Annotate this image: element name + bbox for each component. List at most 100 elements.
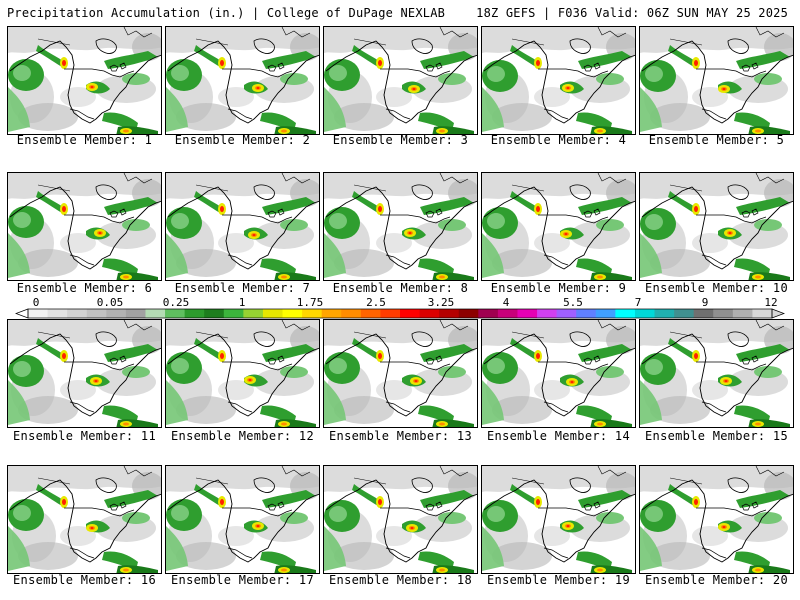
precip-map bbox=[482, 320, 635, 427]
ensemble-member-label: Ensemble Member: 13 bbox=[329, 429, 472, 443]
colorbar-swatch bbox=[47, 309, 68, 318]
colorbar-tick-label: 4 bbox=[503, 296, 510, 309]
ensemble-member-label: Ensemble Member: 11 bbox=[13, 429, 156, 443]
ensemble-panel bbox=[639, 319, 794, 428]
precip-map bbox=[324, 466, 477, 573]
ensemble-panel bbox=[323, 172, 478, 281]
colorbar-swatch bbox=[204, 309, 225, 318]
precip-map bbox=[8, 466, 161, 573]
colorbar-tick-label: 9 bbox=[702, 296, 709, 309]
ensemble-panel bbox=[481, 26, 636, 135]
precip-map bbox=[8, 320, 161, 427]
ensemble-member-label: Ensemble Member: 4 bbox=[490, 133, 627, 147]
colorbar-swatch bbox=[28, 309, 49, 318]
ensemble-member-label: Ensemble Member: 3 bbox=[332, 133, 469, 147]
ensemble-panel bbox=[165, 26, 320, 135]
colorbar-swatch bbox=[556, 309, 577, 318]
colorbar-swatch bbox=[674, 309, 695, 318]
colorbar-swatch bbox=[223, 309, 244, 318]
colorbar-swatch bbox=[321, 309, 342, 318]
precip-map bbox=[482, 466, 635, 573]
ensemble-panel bbox=[165, 465, 320, 574]
colorbar-swatch bbox=[752, 309, 773, 318]
precip-map bbox=[640, 27, 793, 134]
precip-map bbox=[324, 27, 477, 134]
ensemble-member-label: Ensemble Member: 14 bbox=[487, 429, 630, 443]
colorbar-swatch bbox=[282, 309, 303, 318]
colorbar-swatch bbox=[419, 309, 440, 318]
precip-map bbox=[166, 320, 319, 427]
colorbar-swatch bbox=[615, 309, 636, 318]
colorbar-swatch bbox=[184, 309, 205, 318]
colorbar-swatch bbox=[517, 309, 538, 318]
colorbar-swatch bbox=[165, 309, 186, 318]
ensemble-member-label: Ensemble Member: 15 bbox=[645, 429, 788, 443]
ensemble-member-label: Ensemble Member: 5 bbox=[648, 133, 785, 147]
colorbar-swatch bbox=[341, 309, 362, 318]
colorbar-swatch bbox=[262, 309, 284, 318]
precip-map bbox=[8, 173, 161, 280]
colorbar-swatch bbox=[713, 309, 734, 318]
colorbar-swatch bbox=[380, 309, 401, 318]
colorbar-tick-label: 0.25 bbox=[163, 296, 190, 309]
colorbar-swatch bbox=[302, 309, 323, 318]
colorbar-swatch bbox=[732, 309, 753, 318]
colorbar-tick-label: 7 bbox=[635, 296, 642, 309]
colorbar-swatch bbox=[439, 309, 460, 318]
precip-map bbox=[324, 320, 477, 427]
precip-map bbox=[166, 173, 319, 280]
ensemble-member-label: Ensemble Member: 2 bbox=[174, 133, 311, 147]
colorbar-right-arrow bbox=[771, 308, 785, 319]
colorbar-swatch bbox=[400, 309, 421, 318]
precip-map bbox=[640, 173, 793, 280]
colorbar-swatch bbox=[654, 309, 675, 318]
colorbar-swatch bbox=[458, 309, 479, 318]
ensemble-panel bbox=[481, 172, 636, 281]
ensemble-panel bbox=[165, 172, 320, 281]
ensemble-member-label: Ensemble Member: 12 bbox=[171, 429, 314, 443]
colorbar-swatch bbox=[693, 309, 714, 318]
ensemble-member-label: Ensemble Member: 17 bbox=[171, 573, 314, 587]
ensemble-panel bbox=[481, 465, 636, 574]
ensemble-panel bbox=[7, 319, 162, 428]
colorbar-outline bbox=[27, 308, 773, 319]
ensemble-panel bbox=[639, 172, 794, 281]
precip-map bbox=[482, 173, 635, 280]
ensemble-panel bbox=[639, 465, 794, 574]
precip-map bbox=[324, 173, 477, 280]
colorbar-swatch bbox=[145, 309, 166, 318]
ensemble-panel bbox=[323, 319, 478, 428]
precip-map bbox=[482, 27, 635, 134]
colorbar-swatch bbox=[634, 309, 656, 318]
ensemble-member-label: Ensemble Member: 19 bbox=[487, 573, 630, 587]
ensemble-member-label: Ensemble Member: 6 bbox=[16, 281, 153, 295]
ensemble-member-label: Ensemble Member: 9 bbox=[490, 281, 627, 295]
ensemble-member-label: Ensemble Member: 18 bbox=[329, 573, 472, 587]
ensemble-panel bbox=[481, 319, 636, 428]
colorbar-graphic: 0 0.05 0.25 1 1.75 2.5 3.25 4 5.5 7 9 12 bbox=[15, 296, 785, 319]
colorbar-tick-label: 1 bbox=[239, 296, 246, 309]
ensemble-panel bbox=[323, 26, 478, 135]
ensemble-member-label: Ensemble Member: 16 bbox=[13, 573, 156, 587]
precip-colorbar: 0 0.05 0.25 1 1.75 2.5 3.25 4 5.5 7 9 12 bbox=[8, 296, 792, 320]
ensemble-panel bbox=[165, 319, 320, 428]
colorbar-tick-label: 5.5 bbox=[563, 296, 583, 309]
colorbar-swatch bbox=[497, 309, 518, 318]
ensemble-panel bbox=[7, 172, 162, 281]
precip-map bbox=[640, 466, 793, 573]
colorbar-swatch bbox=[478, 309, 499, 318]
colorbar-tick-label: 3.25 bbox=[428, 296, 455, 309]
ensemble-member-label: Ensemble Member: 20 bbox=[645, 573, 788, 587]
colorbar-swatch bbox=[537, 309, 558, 318]
precip-map bbox=[166, 466, 319, 573]
colorbar-tick-label: 1.75 bbox=[297, 296, 324, 309]
precip-map bbox=[8, 27, 161, 134]
colorbar-tick-label: 0.05 bbox=[97, 296, 124, 309]
ensemble-panel bbox=[7, 26, 162, 135]
colorbar-swatch bbox=[595, 309, 616, 318]
colorbar-swatch bbox=[86, 309, 107, 318]
colorbar-swatch bbox=[125, 309, 146, 318]
colorbar-swatch bbox=[360, 309, 381, 318]
ensemble-member-label: Ensemble Member: 1 bbox=[16, 133, 153, 147]
precip-map bbox=[166, 27, 319, 134]
